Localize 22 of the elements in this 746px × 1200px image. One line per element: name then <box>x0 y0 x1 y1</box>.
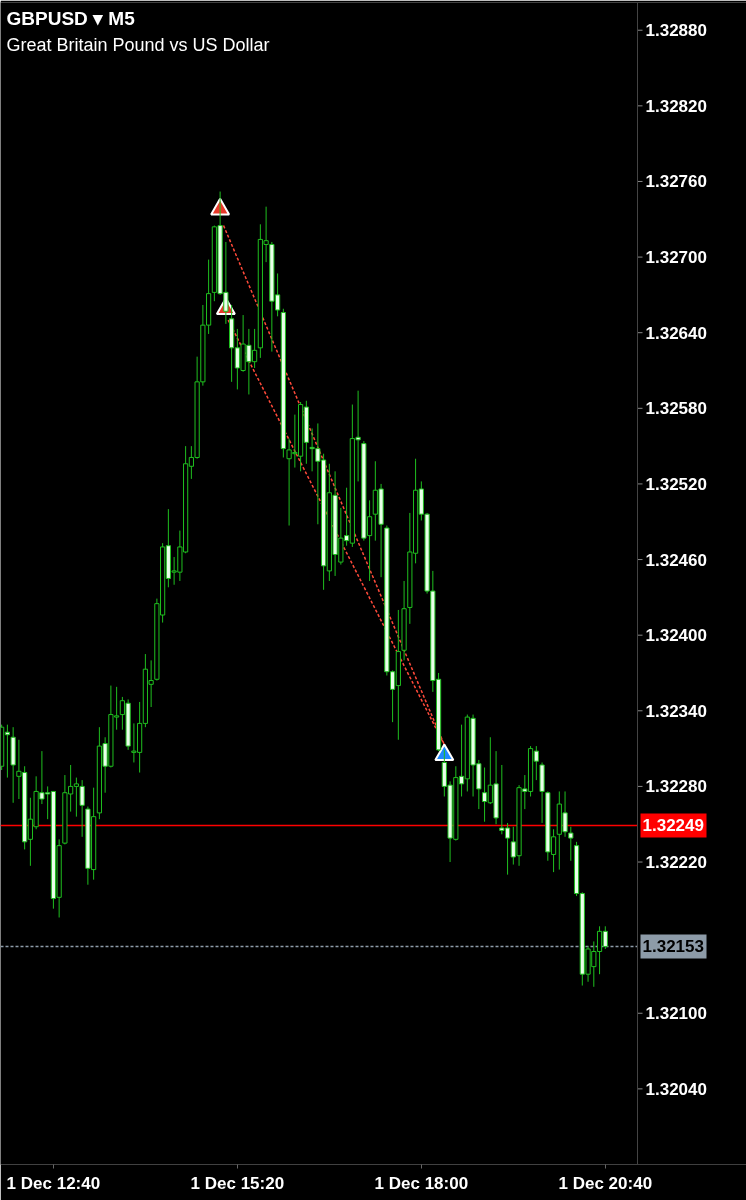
y-tick-label: 1.32220 <box>645 853 707 873</box>
y-tick-label: 1.32460 <box>645 550 707 570</box>
x-tick-label: 1 Dec 20:40 <box>558 1173 653 1193</box>
y-tick-label: 1.32040 <box>645 1079 707 1099</box>
y-tick-label: 1.32280 <box>645 777 707 797</box>
y-tick-label: 1.32340 <box>645 701 707 721</box>
y-tick-label: 1.32700 <box>645 248 707 268</box>
y-tick-label: 1.32640 <box>645 323 707 343</box>
x-tick-label: 1 Dec 15:20 <box>190 1173 285 1193</box>
ref-line-label: 1.32249 <box>642 816 704 836</box>
y-tick-label: 1.32820 <box>645 96 707 116</box>
y-tick-label: 1.32400 <box>645 626 707 646</box>
y-tick-label: 1.32880 <box>645 21 707 41</box>
text: Great Britain Pound vs US Dollar <box>6 34 270 55</box>
y-tick-label: 1.32520 <box>645 474 707 494</box>
y-tick-label: 1.32760 <box>645 172 707 192</box>
x-tick-label: 1 Dec 18:00 <box>374 1173 469 1193</box>
chart-title: GBPUSD ▾ M5 <box>6 7 136 29</box>
ref-line-label: 1.32153 <box>642 937 704 957</box>
x-tick-label: 1 Dec 12:40 <box>6 1173 101 1193</box>
y-tick-label: 1.32100 <box>645 1004 707 1024</box>
y-tick-label: 1.32580 <box>645 399 707 419</box>
